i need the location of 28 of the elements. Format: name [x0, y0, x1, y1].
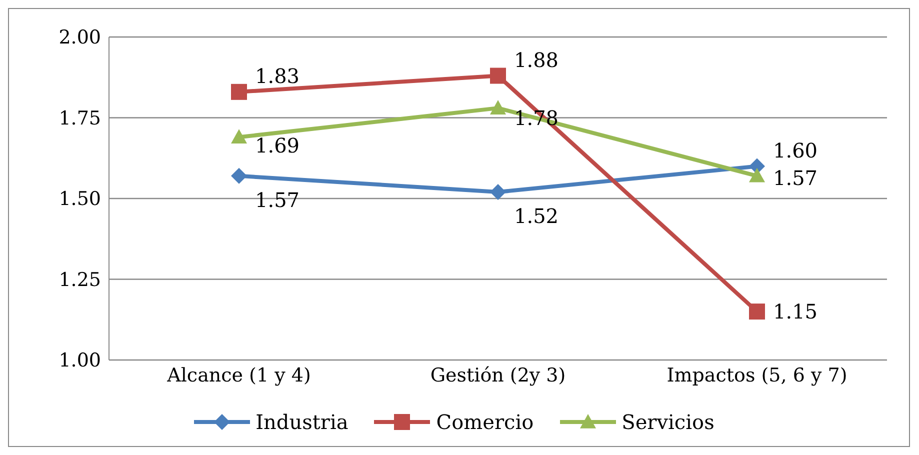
point — [490, 68, 506, 84]
point — [749, 168, 765, 182]
legend-label: Industria — [256, 410, 348, 434]
point — [231, 129, 247, 144]
data-label: 1.60 — [773, 138, 818, 162]
point — [749, 304, 765, 320]
data-label: 1.83 — [255, 64, 300, 88]
point — [490, 184, 506, 200]
point — [231, 84, 247, 100]
y-tick-label: 1.00 — [58, 350, 101, 372]
x-tick-label: Alcance (1 y 4) — [166, 364, 311, 386]
y-tick-label: 2.00 — [58, 26, 101, 49]
point — [231, 168, 247, 184]
y-tick-label: 1.75 — [58, 107, 101, 130]
data-label: 1.69 — [255, 133, 300, 158]
y-tick-label: 1.50 — [58, 188, 101, 210]
point — [490, 100, 506, 114]
x-tick-label: Impactos (5, 6 y 7) — [666, 364, 848, 386]
x-tick-label: Gestión (2y 3) — [430, 364, 566, 386]
y-tick-label: 1.25 — [58, 268, 101, 291]
data-label: 1.57 — [255, 188, 300, 212]
data-label: 1.78 — [514, 106, 559, 130]
data-label: 1.57 — [773, 166, 818, 190]
data-label: 1.52 — [514, 204, 559, 228]
legend-label: Comercio — [436, 410, 534, 434]
legend-label: Servicios — [622, 410, 714, 434]
data-label: 1.15 — [773, 300, 818, 324]
data-label: 1.88 — [514, 48, 559, 72]
